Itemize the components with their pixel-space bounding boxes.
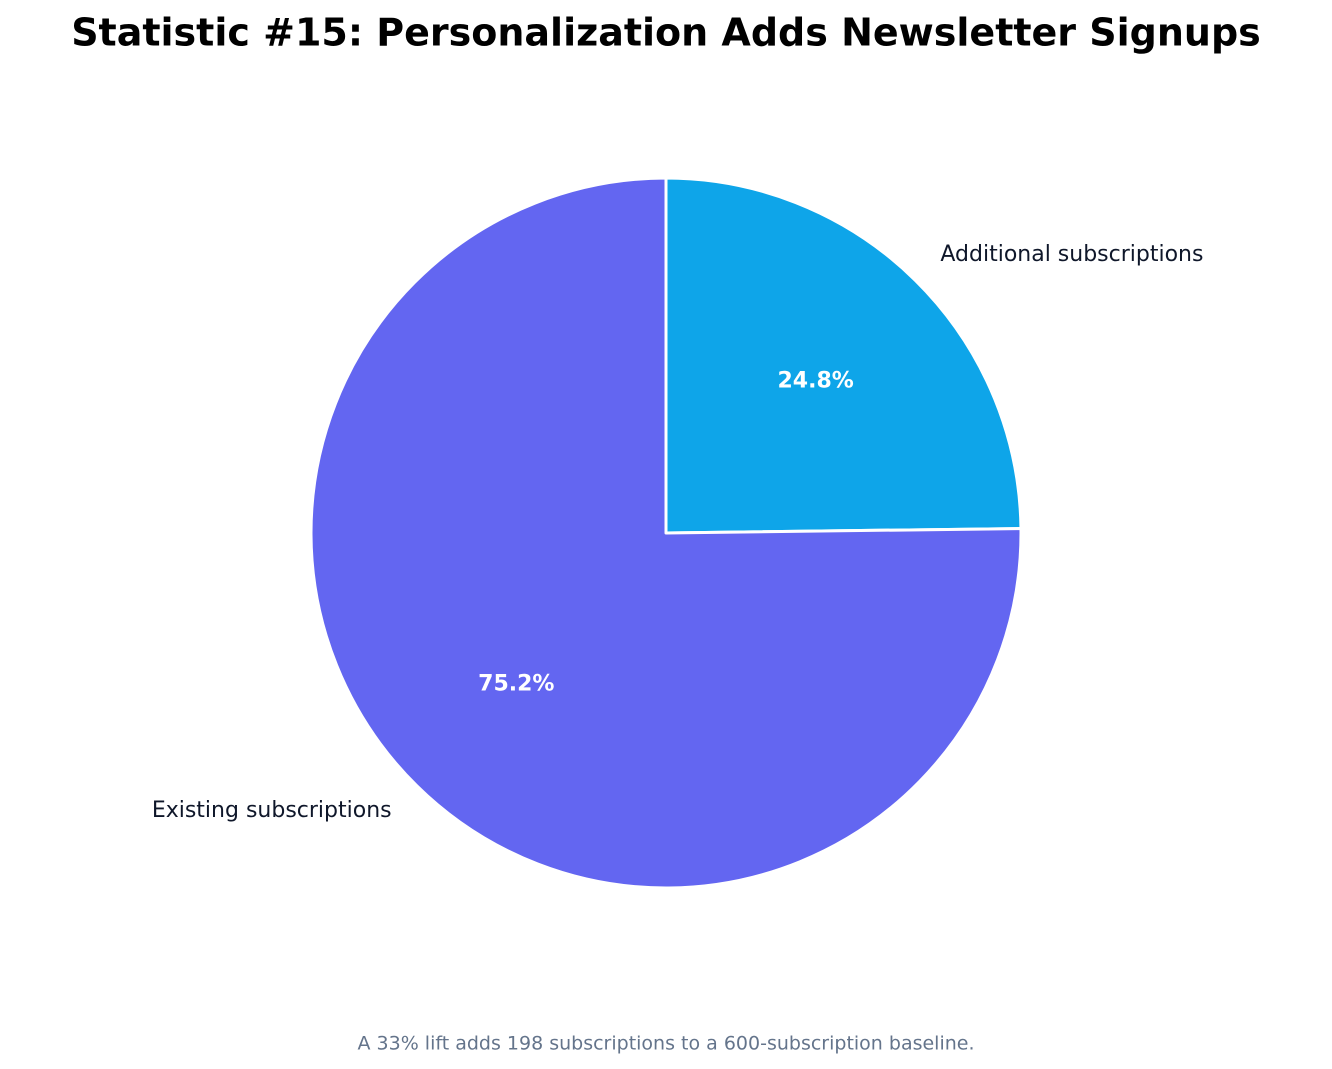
caption: A 33% lift adds 198 subscriptions to a 6… (357, 1033, 974, 1055)
chart-title: Statistic #15: Personalization Adds News… (71, 11, 1261, 55)
value-label: 24.8% (778, 368, 854, 393)
pie (309, 176, 1023, 890)
pie-slice (309, 176, 1023, 890)
pie-slice (664, 176, 1023, 535)
value-label: 75.2% (478, 672, 554, 697)
slice-label: Additional subscriptions (940, 242, 1203, 267)
slice-label: Existing subscriptions (152, 798, 392, 823)
